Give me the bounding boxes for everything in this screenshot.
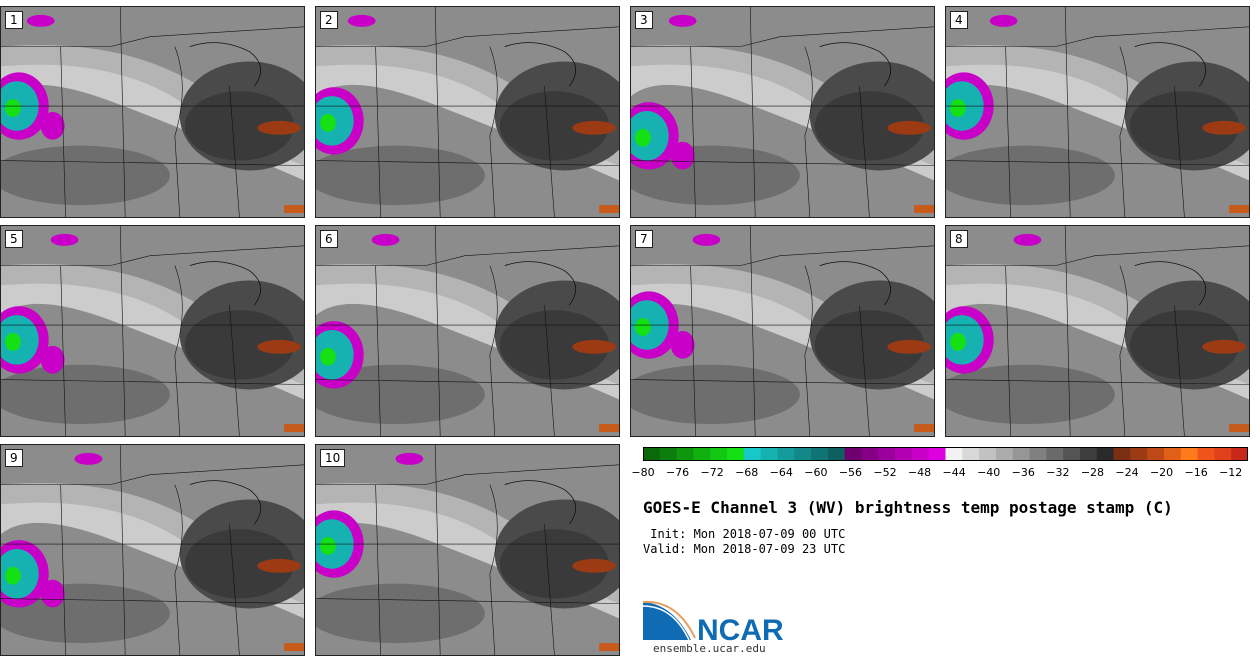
colorbar-tick-label: −56 bbox=[838, 466, 863, 479]
panel-8: 8 bbox=[945, 225, 1250, 437]
colorbar-segment bbox=[1231, 447, 1248, 461]
wv-brightness-map bbox=[631, 7, 934, 217]
colorbar-segment bbox=[1096, 447, 1115, 461]
panel-4: 4 bbox=[945, 6, 1250, 218]
colorbar-segment bbox=[760, 447, 778, 461]
colorbar-segment bbox=[1029, 447, 1047, 461]
colorbar-segment bbox=[676, 447, 694, 461]
wv-brightness-map bbox=[1, 7, 304, 217]
colorbar-segment bbox=[659, 447, 678, 461]
colorbar-segment bbox=[827, 447, 846, 461]
colorbar-segment bbox=[928, 447, 946, 461]
colorbar-tick-label: −60 bbox=[804, 466, 828, 479]
colorbar-segment bbox=[878, 447, 896, 461]
colorbar-tick-label: −28 bbox=[1080, 466, 1105, 479]
colorbar-segment bbox=[1163, 447, 1182, 461]
colorbar-segment bbox=[844, 447, 862, 461]
panel-number: 6 bbox=[320, 230, 338, 248]
colorbar-segment bbox=[1147, 447, 1165, 461]
panel-1: 1 bbox=[0, 6, 305, 218]
colorbar-segment bbox=[1130, 447, 1148, 461]
colorbar-segment bbox=[743, 447, 762, 461]
panel-10: 10 bbox=[315, 444, 620, 656]
colorbar-segment bbox=[1079, 447, 1098, 461]
panel-5: 5 bbox=[0, 225, 305, 437]
colorbar-segment bbox=[911, 447, 930, 461]
wv-brightness-map bbox=[631, 226, 934, 436]
site-url: ensemble.ucar.edu bbox=[653, 642, 766, 655]
colorbar-segment bbox=[895, 447, 913, 461]
panel-2: 2 bbox=[315, 6, 620, 218]
panel-number: 5 bbox=[5, 230, 23, 248]
colorbar-tick-label: −72 bbox=[700, 466, 724, 479]
panel-number: 7 bbox=[635, 230, 653, 248]
colorbar-segment bbox=[1214, 447, 1232, 461]
colorbar-segment bbox=[794, 447, 812, 461]
colorbar-segment bbox=[1180, 447, 1199, 461]
colorbar-segment bbox=[861, 447, 879, 461]
panel-7: 7 bbox=[630, 225, 935, 437]
wv-brightness-map bbox=[316, 7, 619, 217]
colorbar-segment bbox=[777, 447, 795, 461]
colorbar-segment bbox=[979, 447, 997, 461]
colorbar-tick-label: −76 bbox=[665, 466, 690, 479]
colorbar-segment bbox=[1063, 447, 1081, 461]
wv-brightness-map bbox=[316, 226, 619, 436]
panel-number: 10 bbox=[320, 449, 346, 467]
colorbar-tick-label: −44 bbox=[942, 466, 966, 479]
panel-number: 9 bbox=[5, 449, 23, 467]
panel-number: 4 bbox=[950, 11, 968, 29]
panel-number: 1 bbox=[5, 11, 23, 29]
colorbar bbox=[643, 447, 1248, 461]
ncar-logo: NCAR bbox=[643, 600, 784, 645]
colorbar-segment bbox=[710, 447, 728, 461]
colorbar-segment bbox=[1012, 447, 1031, 461]
init-time: Init: Mon 2018-07-09 00 UTC bbox=[643, 527, 846, 541]
colorbar-tick-label: −12 bbox=[1219, 466, 1243, 479]
valid-time: Valid: Mon 2018-07-09 23 UTC bbox=[643, 542, 846, 556]
colorbar-tick-label: −48 bbox=[907, 466, 932, 479]
colorbar-tick-label: −68 bbox=[735, 466, 759, 479]
wv-brightness-map bbox=[1, 226, 304, 436]
colorbar-segment bbox=[693, 447, 711, 461]
colorbar-tick-label: −20 bbox=[1149, 466, 1174, 479]
colorbar-segment bbox=[945, 447, 963, 461]
wv-brightness-map bbox=[316, 445, 619, 655]
panel-number: 3 bbox=[635, 11, 653, 29]
panel-number: 8 bbox=[950, 230, 968, 248]
panel-number: 2 bbox=[320, 11, 338, 29]
colorbar-tick-label: −40 bbox=[977, 466, 1001, 479]
panel-3: 3 bbox=[630, 6, 935, 218]
colorbar-tick-label: −36 bbox=[1011, 466, 1035, 479]
panel-9: 9 bbox=[0, 444, 305, 656]
colorbar-segment bbox=[727, 447, 745, 461]
colorbar-segment bbox=[995, 447, 1014, 461]
colorbar-segment bbox=[1113, 447, 1131, 461]
wv-brightness-map bbox=[946, 226, 1249, 436]
colorbar-tick-label: −32 bbox=[1046, 466, 1070, 479]
colorbar-tick-label: −52 bbox=[873, 466, 897, 479]
colorbar-segment bbox=[811, 447, 829, 461]
colorbar-tick-label: −24 bbox=[1115, 466, 1139, 479]
colorbar-tick-label: −80 bbox=[631, 466, 655, 479]
logo-wordmark: NCAR bbox=[697, 614, 784, 645]
panel-6: 6 bbox=[315, 225, 620, 437]
colorbar-segment bbox=[1197, 447, 1215, 461]
wv-brightness-map bbox=[1, 445, 304, 655]
wv-brightness-map bbox=[946, 7, 1249, 217]
colorbar-segment bbox=[1046, 447, 1064, 461]
colorbar-tick-label: −64 bbox=[769, 466, 793, 479]
colorbar-tick-label: −16 bbox=[1184, 466, 1208, 479]
colorbar-segment bbox=[962, 447, 980, 461]
colorbar-segment bbox=[643, 447, 661, 461]
chart-title: GOES-E Channel 3 (WV) brightness temp po… bbox=[643, 498, 1173, 517]
